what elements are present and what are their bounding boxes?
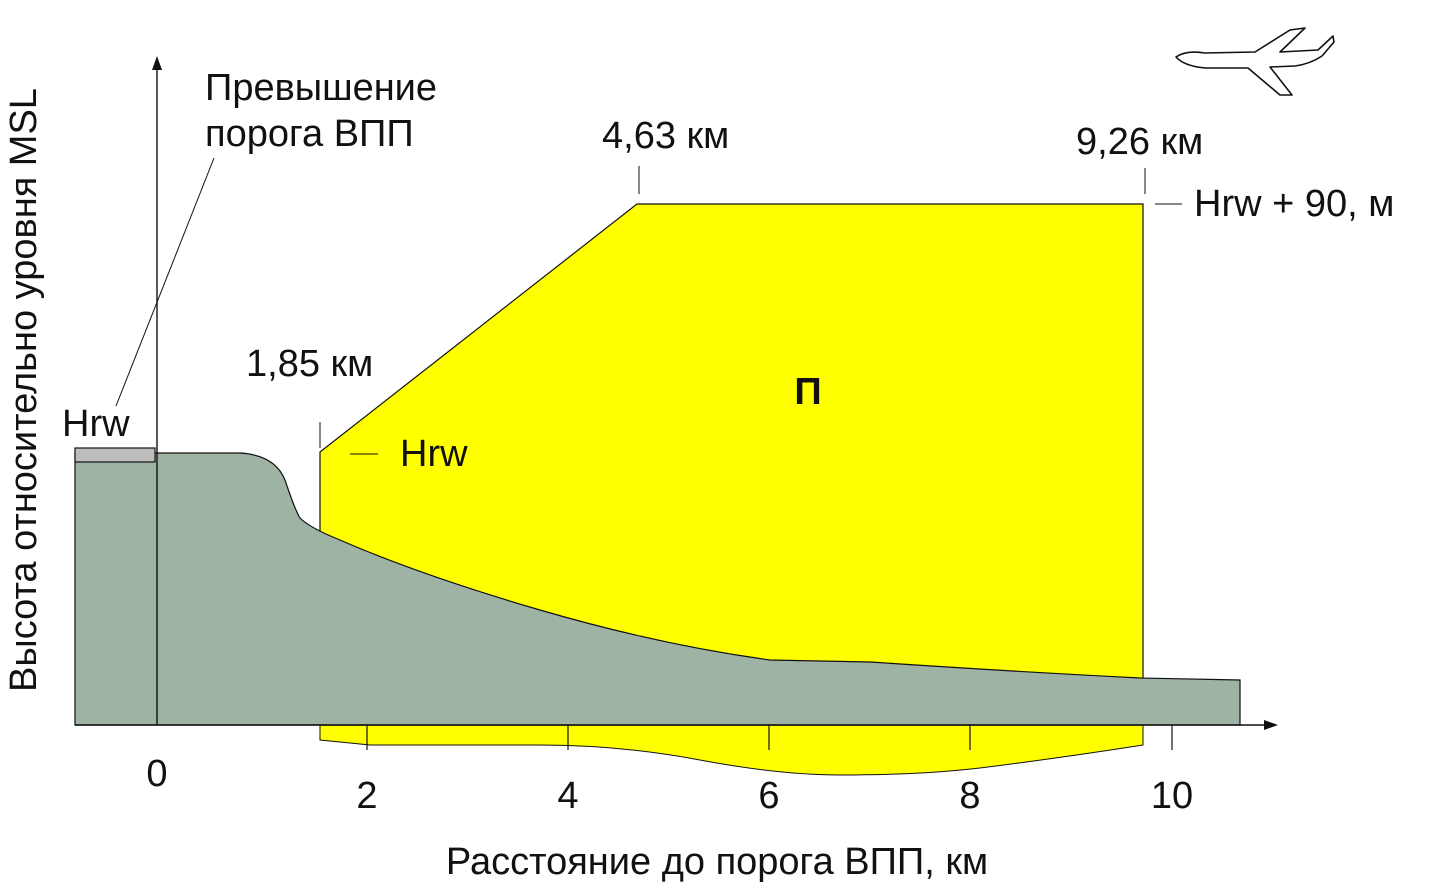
end-distance-label: 9,26 км bbox=[1076, 121, 1203, 163]
slope-end-distance-label: 4,63 км bbox=[602, 115, 729, 157]
x-tick-label-0: 0 bbox=[146, 753, 167, 795]
x-tick-label-10: 10 bbox=[1151, 775, 1193, 817]
zone-lower-area bbox=[319, 724, 1144, 776]
y-axis-arrow bbox=[152, 56, 162, 70]
terrain-profile bbox=[74, 452, 1241, 726]
start-height-label: Hrw bbox=[400, 433, 468, 475]
threshold-callout-leader bbox=[115, 157, 215, 407]
x-axis-arrow bbox=[1264, 720, 1278, 730]
x-tick-label-6: 6 bbox=[758, 775, 779, 817]
x-tick-label-4: 4 bbox=[557, 775, 578, 817]
zone-label: П bbox=[794, 371, 821, 413]
y-axis-label: Высота относительно уровня MSL bbox=[3, 88, 45, 692]
x-tick-marks bbox=[366, 725, 1173, 750]
x-axis-label: Расстояние до порога ВПП, км bbox=[446, 841, 988, 883]
top-height-label: Hrw + 90, м bbox=[1194, 183, 1394, 225]
airplane-outline-icon bbox=[1175, 27, 1335, 96]
hrw-left-label: Hrw bbox=[62, 403, 130, 445]
threshold-callout-line1: Превышение bbox=[205, 67, 437, 109]
start-distance-label: 1,85 км bbox=[246, 343, 373, 385]
x-tick-label-2: 2 bbox=[356, 775, 377, 817]
threshold-callout-line2: порога ВПП bbox=[205, 113, 414, 155]
runway-threshold-block bbox=[74, 447, 156, 463]
x-tick-label-8: 8 bbox=[959, 775, 980, 817]
